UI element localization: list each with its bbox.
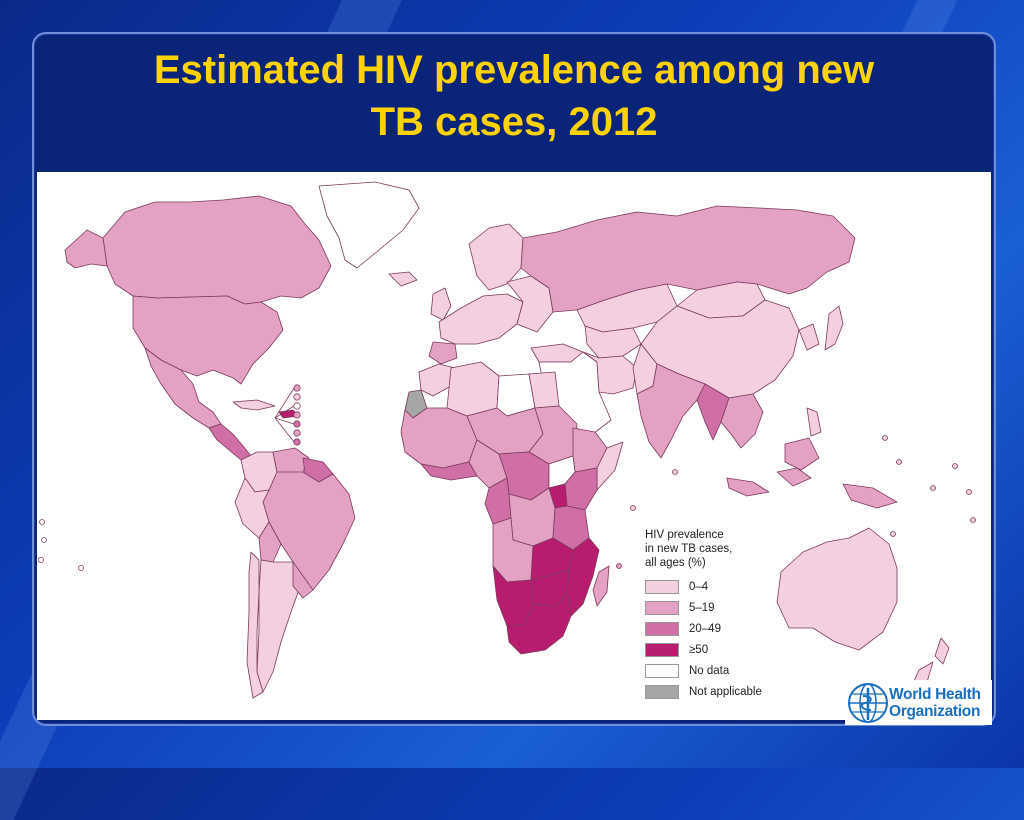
region-west-africa [400,407,478,469]
slide-title-line1: Estimated HIV prevalence among new [153,48,875,92]
island-marker [970,517,976,523]
region-uruguay-paraguay [292,561,314,599]
legend-item: No data [645,660,762,681]
legend-swatch [645,684,679,699]
region-australia [776,527,898,651]
marker-leader [274,417,295,443]
island-marker [630,505,636,511]
marker-leader [274,387,295,419]
island-marker [293,429,301,437]
region-russia [520,205,856,313]
region-bolivia [258,521,282,563]
region-indonesia-1 [726,477,770,497]
island-marker [293,438,301,446]
region-central-america [208,423,252,461]
map-area: HIV prevalence in new TB cases, all ages… [37,172,991,720]
slide-title: Estimated HIV prevalence among new TB ca… [34,44,994,148]
island-marker [672,469,678,475]
legend-item: 0–4 [645,576,762,597]
region-alaska [64,229,108,269]
island-marker [293,411,301,419]
region-argentina [256,559,302,693]
region-chile [246,551,264,699]
legend-label: 5–19 [689,601,715,614]
legend-swatch [645,621,679,636]
legend-item: ≥50 [645,639,762,660]
caribbean-markers [274,384,301,446]
legend-label: No data [689,664,730,677]
island-marker [616,563,622,569]
region-new-guinea [842,483,898,509]
region-southeast-asia [720,393,764,449]
region-iran-afghanistan [582,351,638,395]
legend-label: ≥50 [689,643,709,656]
marker-leader [274,417,295,425]
region-new-zealand [934,637,950,665]
region-iberia [428,341,458,365]
legend-swatch [645,642,679,657]
small-islands [38,435,976,571]
legend-swatch [645,600,679,615]
region-iceland [388,271,418,287]
who-wordmark: World Health Organization [889,686,981,720]
island-marker [38,557,44,563]
island-marker [293,402,301,410]
legend-swatch [645,579,679,594]
who-logo: World Health Organization [845,680,992,725]
region-madagascar [592,565,610,607]
region-borneo [784,437,820,471]
who-wordmark-line2: Organization [889,702,981,720]
legend-item: 20–49 [645,618,762,639]
legend-item: 5–19 [645,597,762,618]
world-map [38,181,976,699]
island-marker [41,537,47,543]
island-marker [966,489,972,495]
region-western-europe [438,293,524,345]
legend-title-line: all ages (%) [645,557,706,569]
island-marker [293,420,301,428]
region-japan [824,305,844,351]
island-marker [882,435,888,441]
region-india [636,363,706,459]
region-central-asia [584,325,642,359]
who-emblem-icon [848,682,888,723]
region-algeria [446,361,500,417]
island-marker [39,519,45,525]
region-uk [430,287,452,321]
map-legend: HIV prevalence in new TB cases, all ages… [645,528,762,702]
legend-title-line: HIV prevalence [645,529,724,541]
legend-title-line: in new TB cases, [645,543,733,555]
legend-label: 20–49 [689,622,721,635]
who-wordmark-line1: World Health [889,685,981,703]
island-marker [930,485,936,491]
island-marker [293,384,301,392]
region-south-africa [506,591,572,655]
region-indonesia-2 [776,467,812,487]
marker-leader [274,405,295,419]
slide-panel: Estimated HIV prevalence among new TB ca… [32,32,996,726]
island-marker [78,565,84,571]
legend-item: Not applicable [645,681,762,702]
legend-label: Not applicable [689,685,762,698]
island-marker [890,531,896,537]
legend-title: HIV prevalence in new TB cases, all ages… [645,528,762,570]
slide-title-line2: TB cases, 2012 [370,100,658,144]
legend-label: 0–4 [689,580,709,593]
region-cuba [232,399,276,411]
island-marker [952,463,958,469]
region-canada [102,195,332,305]
legend-swatch [645,663,679,678]
region-philippines [806,407,822,437]
island-marker [293,393,301,401]
region-greenland [318,181,420,269]
region-korea-japan [798,323,820,351]
island-marker [896,459,902,465]
